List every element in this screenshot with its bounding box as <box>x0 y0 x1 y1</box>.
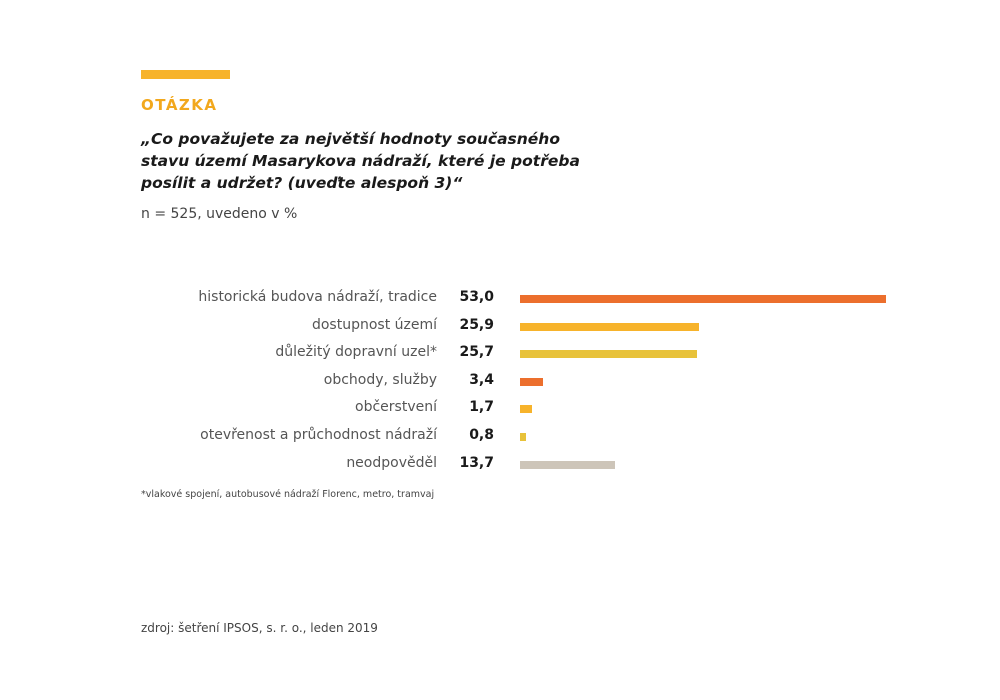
bar-chart: historická budova nádraží, tradice 53,0 do… <box>0 285 1000 485</box>
value-label: 13,7 <box>459 454 494 471</box>
chart-row: dostupnost území 25,9 <box>0 313 1000 341</box>
chart-row: otevřenost a průchodnost nádraží 0,8 <box>0 423 1000 451</box>
category-label: dostupnost území <box>311 316 437 333</box>
accent-bar <box>141 70 230 79</box>
sample-note: n = 525, uvedeno v % <box>141 206 298 222</box>
bar <box>520 322 699 331</box>
bar <box>520 460 615 469</box>
question-line-2: stavu území Masarykova nádraží, které je… <box>141 152 580 170</box>
category-label: historická budova nádraží, tradice <box>198 289 437 305</box>
chart-row: občerstvení 1,7 <box>0 395 1000 423</box>
footnote: *vlakové spojení, autobusové nádraží Flo… <box>141 489 435 500</box>
chart-row: historická budova nádraží, tradice 53,0 <box>0 285 1000 313</box>
value-label: 53,0 <box>459 289 494 305</box>
value-label: 25,7 <box>459 344 494 361</box>
source-note: zdroj: šetření IPSOS, s. r. o., leden 20… <box>141 621 378 635</box>
category-label: obchody, služby <box>323 371 437 388</box>
category-label: neodpověděl <box>346 454 437 471</box>
chart-row: obchody, služby 3,4 <box>0 368 1000 396</box>
question-text: „Co považujete za největší hodnoty souča… <box>141 128 621 194</box>
chart-row: neodpověděl 13,7 <box>0 451 1000 479</box>
category-label: důležitý dopravní uzel* <box>275 344 437 361</box>
value-label: 3,4 <box>469 371 494 388</box>
bar <box>520 377 544 386</box>
value-label: 0,8 <box>469 427 494 443</box>
bar <box>520 405 532 414</box>
chart-row: důležitý dopravní uzel* 25,7 <box>0 340 1000 368</box>
value-label: 25,9 <box>459 316 494 333</box>
category-label: otevřenost a průchodnost nádraží <box>200 427 437 443</box>
bar <box>520 295 886 303</box>
value-label: 1,7 <box>469 399 494 416</box>
bar <box>520 350 698 359</box>
question-line-1: „Co považujete za největší hodnoty souča… <box>141 130 560 148</box>
bar <box>520 433 526 441</box>
category-label: občerstvení <box>355 399 437 416</box>
question-line-3: posílit a udržet? (uveďte alespoň 3)“ <box>141 174 463 192</box>
section-kicker: OTÁZKA <box>141 96 218 114</box>
